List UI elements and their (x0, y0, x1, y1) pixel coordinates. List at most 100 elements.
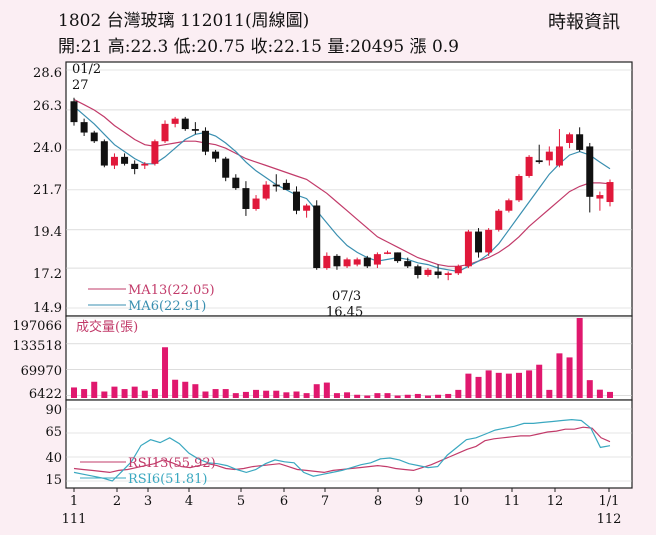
candle-body (373, 254, 381, 265)
candle-body (282, 182, 290, 190)
volume-bar (526, 370, 533, 398)
volume-tick: 197066 (12, 319, 62, 334)
x-tick-label: 6 (280, 494, 288, 509)
rsi-tick: 15 (45, 473, 62, 488)
x-tick-label: 5 (237, 494, 245, 509)
candle-body (434, 271, 442, 275)
volume-bar (344, 392, 351, 398)
candle-body (353, 259, 361, 265)
candle-body (292, 191, 300, 211)
volume-axis: 197066 133518 69970 6422 (12, 319, 62, 402)
candle-body (80, 122, 88, 133)
candle-body (424, 269, 432, 275)
volume-bar (232, 393, 239, 398)
volume-bar (546, 389, 553, 398)
volume-bar (424, 395, 431, 398)
rsi13-legend: RSI13(55.92) (128, 456, 216, 471)
x-tick-label: 12 (547, 494, 564, 509)
volume-bar (354, 394, 361, 398)
candle-body (90, 132, 98, 142)
volume-bar (222, 389, 229, 398)
volume-bar (364, 395, 371, 398)
candle-body (212, 151, 220, 159)
candle-body (110, 156, 118, 166)
candle-body (475, 231, 483, 253)
candle-body (505, 200, 513, 211)
volume-tick: 6422 (29, 387, 62, 402)
volume-bar (172, 379, 179, 398)
volume-bar (101, 391, 108, 398)
grid-lines (66, 69, 632, 482)
volume-bar (596, 389, 603, 398)
candle-body (191, 129, 199, 131)
volume-bar (313, 384, 320, 398)
candle-body (515, 175, 523, 201)
volume-bar (182, 381, 189, 398)
volume-bar (515, 372, 522, 398)
candle-body (343, 259, 351, 267)
volume-bar (91, 381, 98, 398)
volume-bar (162, 347, 169, 398)
price-quote: 開:21 高:22.3 低:20.75 收:22.15 量:20495 漲 0.… (58, 37, 459, 57)
volume-bar (71, 387, 77, 398)
volume-bar (475, 376, 482, 398)
price-tick: 24.0 (33, 141, 62, 156)
candle-body (131, 163, 139, 170)
volume-bar (445, 393, 452, 398)
volume-bar (212, 389, 219, 398)
x-tick-label: 2 (113, 494, 121, 509)
candle-body (70, 101, 78, 123)
volume-bar (536, 364, 543, 398)
volume-bar (81, 389, 88, 398)
rsi6-line (73, 418, 611, 482)
candlesticks (70, 97, 614, 281)
volume-label: 成交量(張) (76, 319, 138, 335)
low-date-label: 07/3 (332, 289, 361, 304)
rsi-lines (73, 418, 611, 482)
candle-body (151, 141, 159, 164)
candle-body (464, 231, 472, 267)
volume-bar (465, 373, 472, 398)
x-tick-label: 11 (504, 494, 521, 509)
candle-body (363, 257, 371, 267)
x-year-label: 111 (62, 512, 87, 527)
volume-bar (576, 318, 583, 398)
candle-body (555, 146, 563, 166)
candle-body (495, 210, 503, 230)
volume-tick: 133518 (12, 339, 62, 354)
price-tick: 21.7 (33, 183, 62, 198)
x-tick-label: 1/1 (599, 494, 620, 509)
x-tick-label: 3 (144, 494, 152, 509)
moving-averages (73, 98, 611, 273)
volume-bar (242, 391, 249, 398)
candle-body (596, 195, 604, 199)
volume-bar (303, 393, 310, 398)
candle-body (444, 273, 452, 275)
volume-bar (404, 394, 411, 398)
volume-bar (607, 391, 613, 398)
data-source: 時報資訊 (548, 12, 620, 33)
candle-body (485, 229, 493, 253)
candle-body (404, 261, 412, 267)
volume-bars (71, 318, 613, 398)
candle-body (171, 118, 179, 124)
candle-body (454, 266, 462, 274)
candle-body (525, 156, 533, 176)
price-panel (65, 61, 633, 317)
volume-bar (141, 390, 148, 398)
volume-bar (192, 384, 199, 398)
low-value-label: 16.45 (326, 305, 363, 320)
candle-body (313, 205, 321, 269)
candle-body (272, 184, 280, 187)
volume-bar (131, 386, 138, 398)
volume-tick: 69970 (21, 364, 62, 379)
price-tick: 19.4 (33, 225, 62, 240)
rsi-tick: 40 (45, 451, 62, 466)
volume-bar (263, 390, 270, 398)
volume-bar (121, 389, 128, 398)
volume-bar (485, 370, 492, 398)
volume-bar (293, 391, 300, 398)
rsi-panel (65, 399, 633, 489)
